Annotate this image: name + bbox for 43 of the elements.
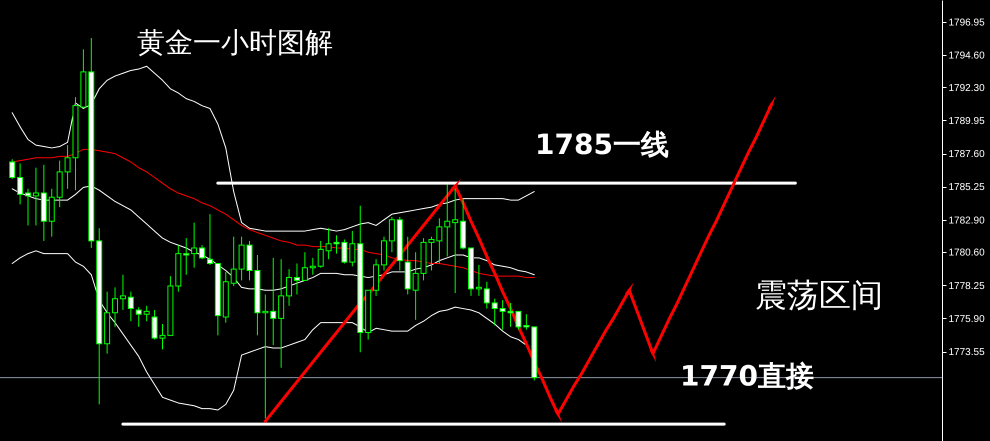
- candlestick: [278, 258, 284, 368]
- candlestick: [341, 239, 348, 264]
- annotation: 震荡区间: [755, 276, 883, 314]
- candlestick: [120, 274, 126, 310]
- y-tick-label: 1775.90: [948, 314, 986, 325]
- y-tick-label: 1796.95: [948, 17, 986, 28]
- candlestick: [380, 236, 387, 272]
- y-tick-label: 1789.95: [948, 116, 986, 127]
- candlestick: [523, 314, 530, 330]
- candlestick: [500, 300, 506, 330]
- candlestick: [25, 188, 32, 226]
- candlestick: [428, 236, 434, 272]
- y-tick-label: 1773.55: [948, 347, 986, 358]
- candlestick: [206, 214, 213, 266]
- candlestick: [152, 309, 158, 340]
- y-tick-label: 1794.60: [948, 50, 986, 62]
- candlestick: [349, 230, 356, 267]
- candlestick: [388, 216, 395, 253]
- candlestick: [128, 291, 134, 322]
- text: 黄金一小时图解: [137, 26, 333, 59]
- candlestick: [238, 236, 245, 281]
- candlestick: [326, 228, 332, 260]
- y-tick-label: 1785.25: [948, 182, 986, 194]
- annotation: 1785一线: [535, 128, 669, 162]
- candlestick: [302, 252, 308, 281]
- candlestick: [286, 268, 292, 306]
- candlestick: [412, 252, 419, 320]
- candlestick: [191, 222, 198, 268]
- candlestick: [436, 218, 442, 264]
- candlestick: [32, 167, 39, 226]
- y-tick-label: 1787.60: [948, 149, 986, 160]
- y-tick-label: 1780.60: [948, 248, 986, 259]
- y-tick-label: 1778.25: [948, 280, 986, 292]
- y-tick-label: 1792.30: [948, 82, 986, 94]
- candlestick: [199, 244, 206, 260]
- candlestick: [508, 302, 514, 328]
- y-tick-label: 1782.90: [948, 215, 986, 226]
- candlestick: [112, 286, 118, 328]
- candlestick: [9, 158, 16, 180]
- candlestick: [64, 144, 71, 190]
- candlestick: [159, 324, 166, 350]
- candlestick: [515, 310, 522, 330]
- candlestick: [476, 264, 482, 296]
